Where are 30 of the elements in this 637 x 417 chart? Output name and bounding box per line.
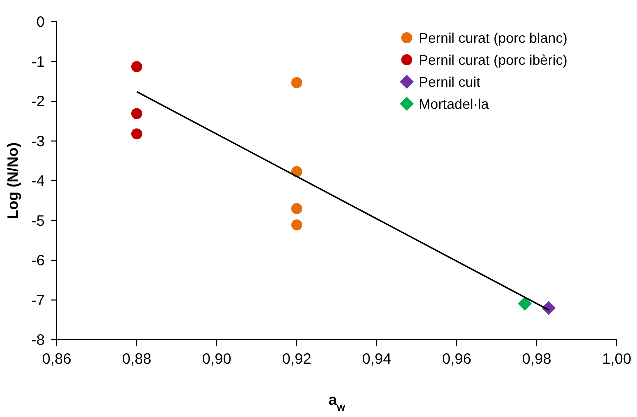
point bbox=[518, 296, 532, 311]
point bbox=[132, 128, 142, 140]
legend-label: Mortadel·la bbox=[419, 96, 490, 112]
y-tick-label: 0 bbox=[36, 14, 45, 31]
point bbox=[132, 108, 142, 120]
y-tick-label: -3 bbox=[32, 133, 45, 150]
x-tick-label: 0,94 bbox=[362, 351, 392, 368]
x-tick-label: 1,00 bbox=[602, 351, 632, 368]
point bbox=[132, 61, 142, 72]
x-tick-label: 0,98 bbox=[522, 351, 552, 368]
legend-label: Pernil cuit bbox=[419, 74, 481, 90]
y-axis-title: Log (N/No) bbox=[5, 142, 22, 220]
x-tick-label: 0,96 bbox=[442, 351, 472, 368]
x-tick-label: 0,92 bbox=[282, 351, 312, 368]
x-axis-title: a$_{w}$ bbox=[328, 392, 346, 414]
point bbox=[292, 220, 302, 231]
y-tick-label: -2 bbox=[32, 94, 45, 110]
legend-label: Pernil curat (porc ibèric) bbox=[419, 52, 568, 68]
legend-label: Pernil curat (porc blanc) bbox=[419, 30, 568, 46]
x-tick-label: 0,88 bbox=[122, 351, 152, 368]
y-tick-label: -5 bbox=[32, 212, 45, 230]
y-tick-label: -7 bbox=[32, 292, 45, 310]
x-tick-label: 0,90 bbox=[202, 351, 232, 368]
y-tick-label: -6 bbox=[32, 252, 45, 270]
x-tick-label: 0,86 bbox=[42, 351, 72, 368]
y-tick-label: -4 bbox=[32, 173, 45, 190]
y-tick-label: -8 bbox=[32, 332, 45, 349]
point bbox=[292, 203, 302, 214]
point bbox=[292, 77, 302, 88]
y-tick-label: -1 bbox=[32, 54, 45, 71]
